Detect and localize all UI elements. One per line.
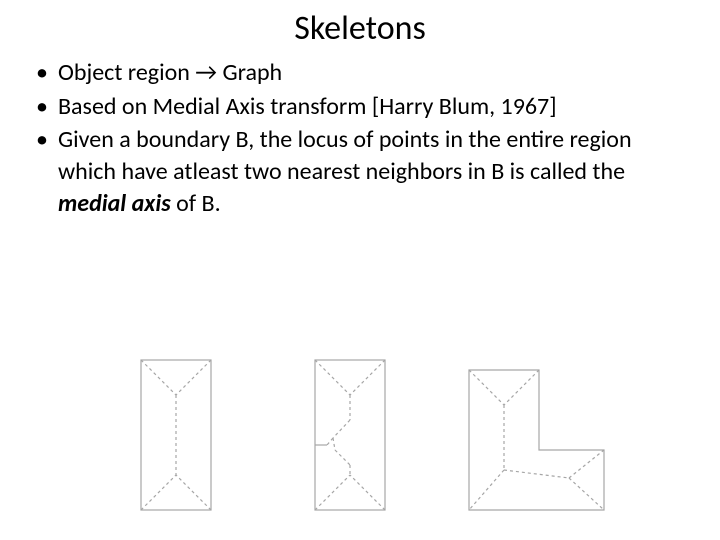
bullet-2: Based on Medial Axis transform [Harry Bl… xyxy=(32,91,688,123)
figure-2-svg xyxy=(285,350,435,520)
bullet-1: Object region → Graph xyxy=(32,57,688,89)
bullet-3-tail: of B. xyxy=(171,189,221,218)
figure-1 xyxy=(111,350,261,520)
bullet-3-head: Given a boundary B, the locus of points … xyxy=(58,125,632,186)
figure-3-svg xyxy=(459,350,609,520)
figures-row xyxy=(0,350,720,520)
figure-2 xyxy=(285,350,435,520)
slide-title: Skeletons xyxy=(0,0,720,57)
bullet-3-emph: medial axis xyxy=(58,189,171,218)
content-area: Object region → Graph Based on Medial Ax… xyxy=(0,57,720,219)
bullet-3: Given a boundary B, the locus of points … xyxy=(32,124,688,219)
figure-1-svg xyxy=(111,350,261,520)
bullet-list: Object region → Graph Based on Medial Ax… xyxy=(32,57,688,219)
figure-3 xyxy=(459,350,609,520)
